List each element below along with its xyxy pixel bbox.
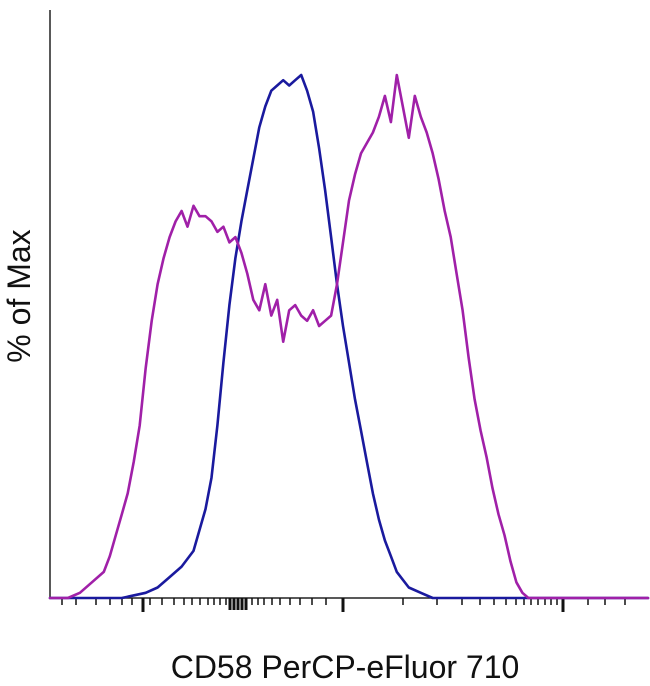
plot-frame (49, 10, 648, 599)
y-axis-label: % of Max (1, 229, 37, 362)
x-axis-label: CD58 PerCP-eFluor 710 (171, 649, 520, 685)
series-layer (48, 73, 650, 600)
x-axis-ticks (61, 598, 626, 612)
series-line-1 (48, 73, 650, 600)
series-line-2 (48, 73, 650, 600)
